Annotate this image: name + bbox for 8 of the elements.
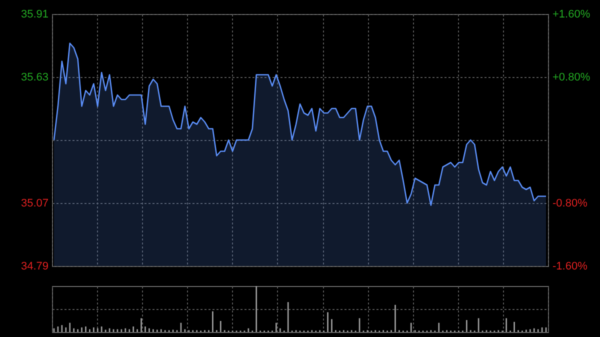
y-tick-label: 35.63 <box>20 72 48 84</box>
y-tick-label: 35.91 <box>20 8 48 20</box>
y-tick-label: 35.07 <box>20 198 48 210</box>
y2-tick-label: -1.60% <box>552 260 588 272</box>
y2-tick-label: +1.60% <box>552 8 590 20</box>
y2-tick-label: +0.80% <box>552 72 590 84</box>
y2-tick-label: -0.80% <box>552 198 588 210</box>
y-tick-label: 34.79 <box>20 260 48 272</box>
